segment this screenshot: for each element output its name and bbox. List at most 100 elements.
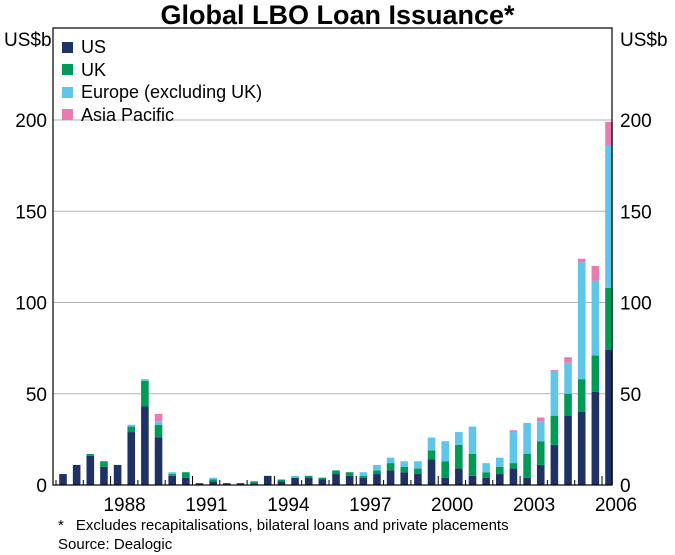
legend-swatch-uk (62, 64, 73, 76)
bar-segment-us (100, 466, 108, 485)
legend-item-europe: Europe (excluding UK) (62, 81, 262, 104)
bar-segment-uk (209, 479, 217, 482)
footnote-source: Source: Dealogic (58, 536, 173, 553)
footnote: * Excludes recapitalisations, bilateral l… (58, 516, 509, 554)
bar-segment-uk (127, 426, 136, 433)
bar-segment-uk (141, 380, 149, 407)
bar-segment-uk (591, 355, 600, 392)
legend-item-uk: UK (62, 59, 262, 82)
legend-swatch-us (62, 41, 73, 53)
bar-segment-uk (168, 474, 176, 476)
bar-segment-europe (209, 477, 217, 480)
bar-segment-europe (550, 371, 559, 416)
bar-segment-uk (441, 461, 449, 478)
legend-swatch-asia-pacific (62, 109, 73, 121)
y-tick-label-right: 50 (620, 385, 641, 406)
bar-segment-us (86, 455, 95, 485)
bar-segment-asia (564, 357, 572, 363)
bar-segment-asia (605, 121, 613, 146)
y-axis-unit-left: US$b (4, 30, 52, 51)
bar-segment-europe (291, 475, 299, 478)
bar-segment-europe (168, 472, 176, 475)
plot-frame (52, 27, 613, 486)
bar-segment-uk (400, 466, 409, 473)
bar-segment-uk (318, 477, 327, 480)
bar-segment-europe (441, 441, 449, 462)
bar-segment-asia (536, 417, 545, 422)
bar-segment-europe (468, 426, 477, 454)
bar-segment-uk (509, 463, 518, 469)
bar-segment-us (263, 475, 272, 486)
legend-label-uk: UK (81, 59, 107, 80)
bar-segment-uk (468, 453, 477, 476)
bar-segment-us (250, 483, 258, 485)
y-tick-label-right: 150 (620, 202, 652, 223)
plot-border (52, 27, 613, 486)
bar-segment-uk (564, 393, 572, 416)
bar-segment-uk (496, 466, 504, 475)
x-tick-label: 1994 (267, 495, 310, 516)
bar-segment-us (427, 459, 436, 485)
y-tick-label-left: 200 (15, 111, 47, 132)
y-tick-label-left: 100 (15, 294, 47, 315)
footnote-text: Excludes recapitalisations, bilateral lo… (75, 517, 509, 534)
bar-segment-us (414, 474, 422, 485)
bar-segment-us (182, 477, 190, 485)
x-tick-label: 2006 (595, 495, 637, 516)
y-axis-unit-right: US$b (620, 30, 668, 51)
bar-segment-us (509, 468, 518, 485)
bar-segment-us (113, 464, 122, 485)
bar-segment-uk (523, 453, 531, 478)
bar-segment-uk (359, 475, 368, 478)
legend-swatch-europe (62, 86, 73, 98)
footnote-note: * Excludes recapitalisations, bilateral l… (58, 516, 509, 535)
legend: US UK Europe (excluding UK) Asia Pacific (62, 36, 262, 126)
bar-segment-us (291, 477, 299, 485)
bar-segment-us (72, 464, 81, 485)
x-tick-labels: 1988 1991 1994 1997 2000 2003 2006 (103, 495, 637, 516)
bar-segment-uk (250, 481, 258, 484)
bar-segment-us (168, 475, 176, 486)
bar-segment-uk (332, 470, 340, 475)
y-tick-label-left: 150 (15, 202, 47, 223)
bar-series (59, 121, 613, 486)
bar-segment-us (496, 474, 504, 485)
bar-segment-uk (345, 472, 354, 476)
bar-segment-europe (605, 145, 613, 288)
bar-segment-uk (100, 461, 108, 467)
y-tick-label-left: 50 (26, 385, 47, 406)
legend-label-us: US (81, 37, 107, 57)
bar-segment-us (577, 412, 586, 485)
bar-segment-asia (154, 413, 163, 422)
bar-segment-europe (577, 262, 586, 380)
bar-segment-europe (509, 432, 518, 464)
bar-segment-us (550, 444, 559, 485)
bar-segment-asia (591, 266, 600, 281)
bar-segment-europe (427, 437, 436, 451)
bar-segment-europe (591, 280, 600, 356)
chart-title: Global LBO Loan Issuance* (160, 0, 515, 30)
bar-segment-europe (141, 379, 149, 381)
bar-segment-us (536, 464, 545, 485)
bar-segment-europe (455, 432, 463, 445)
x-tick-label: 1997 (349, 495, 391, 516)
bar-segment-us (127, 432, 136, 485)
bar-segment-us (332, 474, 340, 485)
bar-segment-us (605, 349, 613, 485)
legend-item-us: US (62, 36, 262, 59)
x-tick-label: 1988 (103, 495, 145, 516)
legend-item-asia-pacific: Asia Pacific (62, 104, 262, 127)
y-tick-label-left: 0 (36, 476, 47, 497)
bar-segment-us (400, 472, 409, 485)
bar-segment-europe (414, 461, 422, 469)
bar-segment-europe (127, 424, 136, 427)
bar-segment-us (441, 477, 449, 485)
x-tick-label: 2000 (431, 495, 473, 516)
bar-segment-us (591, 391, 600, 485)
bar-segment-europe (523, 422, 531, 454)
bar-segment-asia (577, 258, 586, 263)
bar-segment-us (195, 483, 204, 485)
bar-segment-us (141, 406, 149, 485)
bar-segment-uk (182, 472, 190, 478)
